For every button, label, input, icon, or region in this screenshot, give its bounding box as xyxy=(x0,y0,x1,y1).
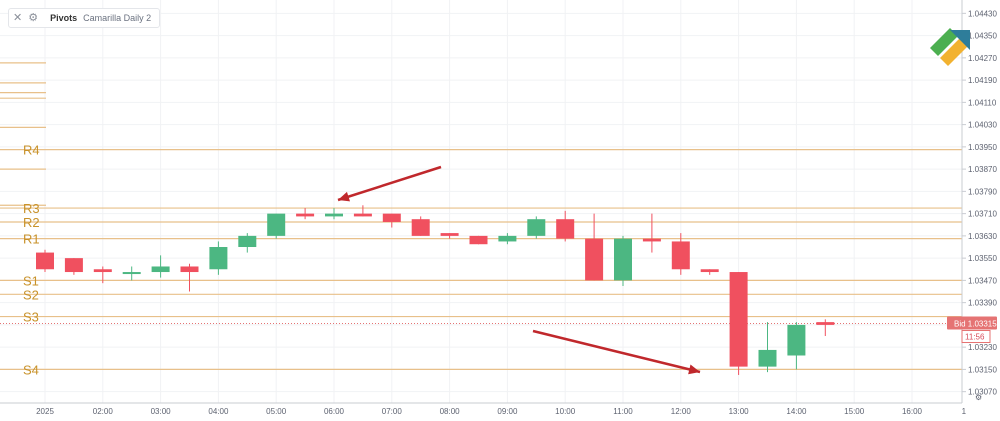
y-tick-label: 1.04350 xyxy=(968,32,997,41)
x-tick-label: 03:00 xyxy=(151,407,172,416)
pivot-label-s2: S2 xyxy=(23,287,39,302)
axis-settings-icon: ⚙ xyxy=(975,393,982,402)
brand-logo xyxy=(930,28,970,66)
pivot-label-r4: R4 xyxy=(23,143,40,158)
candle-body-down xyxy=(64,258,83,273)
x-tick-label: 12:00 xyxy=(671,407,692,416)
close-x-icon[interactable]: ✕ xyxy=(13,11,23,24)
arrow-annotation-top xyxy=(337,165,442,202)
y-tick-label: 1.03630 xyxy=(968,232,997,241)
x-tick-label: 14:00 xyxy=(786,407,807,416)
y-tick-label: 1.03790 xyxy=(968,187,997,196)
x-tick-label: 07:00 xyxy=(382,407,403,416)
grid-lines xyxy=(0,0,962,403)
pivot-label-r2: R2 xyxy=(23,215,40,230)
x-tick-label: 06:00 xyxy=(324,407,345,416)
x-tick-label: 02:00 xyxy=(93,407,114,416)
x-tick-label: 10:00 xyxy=(555,407,576,416)
candle-body-down xyxy=(353,213,372,217)
arrow-annotation-top-head xyxy=(338,191,351,202)
candle-body-down xyxy=(382,213,401,222)
y-tick-label: 1.04190 xyxy=(968,76,997,85)
price-badge-bg xyxy=(947,316,997,330)
arrow-annotation-bottom xyxy=(532,329,701,375)
candle-body-up xyxy=(267,213,286,236)
y-tick-label: 1.03950 xyxy=(968,143,997,152)
x-tick-label: 13:00 xyxy=(729,407,750,416)
candle-body-up xyxy=(787,324,806,356)
candle-body-up xyxy=(498,235,517,242)
price-badge-label: Bid 1.03315 xyxy=(954,320,997,329)
y-tick-label: 1.03710 xyxy=(968,210,997,219)
y-tick-label: 1.04030 xyxy=(968,121,997,130)
annotation-arrows xyxy=(337,165,701,375)
pivot-label-s1: S1 xyxy=(23,273,39,288)
candle-body-down xyxy=(93,269,112,273)
x-tick-label: 2025 xyxy=(36,407,54,416)
candles xyxy=(36,205,835,375)
countdown-label: 11:56 xyxy=(965,333,985,342)
candle-body-down xyxy=(411,219,430,236)
indicator-legend[interactable]: ✕ ⚙ Pivots Camarilla Daily 2 xyxy=(8,8,161,28)
x-tick-label: 09:00 xyxy=(497,407,518,416)
candle-body-down xyxy=(816,322,835,325)
y-tick-label: 1.04430 xyxy=(968,9,997,18)
x-tick-label: 16:00 xyxy=(902,407,923,416)
candle-body-down xyxy=(700,269,719,273)
y-tick-label: 1.03550 xyxy=(968,254,997,263)
pivot-label-r1: R1 xyxy=(23,232,40,247)
candle-body-down xyxy=(671,241,690,270)
candle-body-up xyxy=(527,219,546,236)
indicator-params: Camarilla Daily 2 xyxy=(83,13,152,23)
y-tick-label: 1.03870 xyxy=(968,165,997,174)
y-tick-label: 1.03470 xyxy=(968,276,997,285)
candle-body-down xyxy=(180,266,199,273)
pivot-label-r3: R3 xyxy=(23,201,40,216)
y-tick-label: 1.03390 xyxy=(968,299,997,308)
candle-body-down xyxy=(729,272,748,367)
x-tick-label: 08:00 xyxy=(440,407,461,416)
gear-icon[interactable]: ⚙ xyxy=(28,11,39,24)
arrow-annotation-bottom-head xyxy=(688,364,700,375)
price-badge: Bid 1.03315 11:56 xyxy=(947,316,997,344)
candle-body-up xyxy=(325,213,343,217)
candle-body-up xyxy=(238,235,257,248)
candle-body-up xyxy=(151,266,170,273)
x-tick-label: 04:00 xyxy=(208,407,229,416)
pivot-label-s4: S4 xyxy=(23,362,39,377)
candle-body-up xyxy=(758,349,777,367)
y-tick-label: 1.03070 xyxy=(968,388,997,397)
y-tick-label: 1.04110 xyxy=(968,98,997,107)
candle-body-down xyxy=(556,219,575,239)
x-tick-label-partial: 1 xyxy=(962,407,967,416)
candle-body-down xyxy=(469,235,488,245)
arrow-annotation-top-shaft xyxy=(337,165,442,202)
countdown-bg xyxy=(961,330,991,344)
x-tick-label: 05:00 xyxy=(266,407,287,416)
indicator-name: Pivots xyxy=(50,13,78,23)
x-tick-label: 15:00 xyxy=(844,407,865,416)
candle-body-down xyxy=(36,252,54,270)
x-tick-label: 11:00 xyxy=(613,407,633,416)
candle-body-down xyxy=(642,238,661,242)
y-tick-label: 1.03230 xyxy=(968,343,997,352)
candle-body-up xyxy=(614,238,632,281)
candle-body-up xyxy=(122,272,141,275)
candle-body-down xyxy=(296,213,315,217)
candle-body-down xyxy=(440,233,459,236)
pivot-label-s3: S3 xyxy=(23,310,39,325)
y-tick-label: 1.03150 xyxy=(968,365,997,374)
candle-body-down xyxy=(585,238,604,281)
y-tick-label: 1.04270 xyxy=(968,54,997,63)
arrow-annotation-bottom-shaft xyxy=(532,329,701,374)
candle-body-up xyxy=(209,247,228,270)
